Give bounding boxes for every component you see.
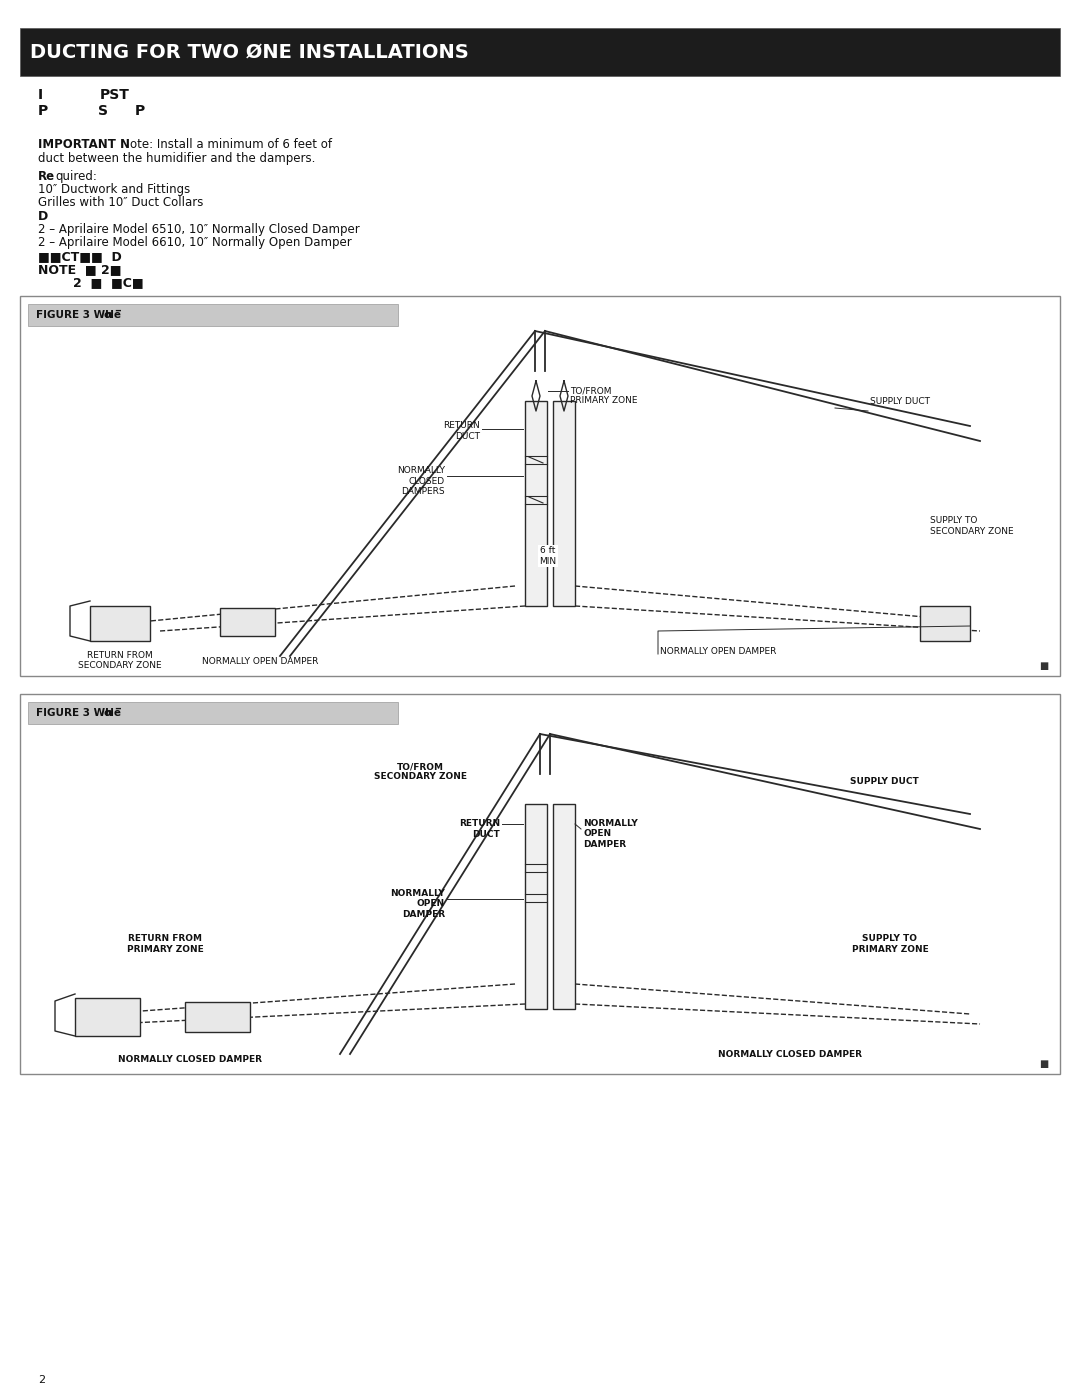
Text: NORMALLY CLOSED DAMPER: NORMALLY CLOSED DAMPER (118, 1055, 262, 1065)
Bar (21, 296, 1059, 676)
Text: SUPPLY TO
PRIMARY ZONE: SUPPLY TO PRIMARY ZONE (852, 935, 929, 954)
Text: ote: Install a minimum of 6 feet of: ote: Install a minimum of 6 feet of (130, 138, 332, 151)
Text: ■■CT■■  D: ■■CT■■ D (38, 250, 122, 263)
Text: SUPPLY DUCT: SUPPLY DUCT (850, 778, 919, 787)
Text: RETURN FROM
PRIMARY ZONE: RETURN FROM PRIMARY ZONE (126, 935, 203, 954)
Text: 2  ■  ■C■: 2 ■ ■C■ (38, 277, 144, 289)
Bar (525, 805, 546, 1009)
Text: NORMALLY
OPEN
DAMPER: NORMALLY OPEN DAMPER (583, 819, 638, 849)
Text: S: S (98, 103, 108, 117)
Text: ole̅̅̅̅̅̅̅̅̅̅̅: ole̅̅̅̅̅̅̅̅̅̅̅ (104, 310, 122, 320)
Text: PST: PST (100, 88, 130, 102)
Text: TO/FROM
PRIMARY ZONE: TO/FROM PRIMARY ZONE (570, 386, 637, 405)
Text: 2 – Aprilaire Model 6610, 10″ Normally Open Damper: 2 – Aprilaire Model 6610, 10″ Normally O… (38, 236, 352, 249)
Text: TO/FROM
SECONDARY ZONE: TO/FROM SECONDARY ZONE (374, 761, 467, 781)
Text: FIGURE 3 Wh: FIGURE 3 Wh (36, 310, 112, 320)
Text: RETURN FROM
SECONDARY ZONE: RETURN FROM SECONDARY ZONE (78, 651, 162, 671)
Text: 2: 2 (38, 1375, 45, 1384)
Text: NORMALLY
CLOSED
DAMPERS: NORMALLY CLOSED DAMPERS (397, 467, 445, 496)
Text: FIGURE 3 Wh: FIGURE 3 Wh (36, 708, 112, 718)
Bar (220, 608, 275, 636)
Bar (525, 401, 546, 606)
Bar (28, 305, 399, 326)
Bar (21, 694, 1059, 1074)
Bar (553, 805, 575, 1009)
Text: RETURN
DUCT: RETURN DUCT (459, 819, 500, 838)
Text: RETURN
DUCT: RETURN DUCT (443, 422, 480, 440)
Text: Grilles with 10″ Duct Collars: Grilles with 10″ Duct Collars (38, 196, 203, 210)
Bar (75, 997, 140, 1037)
Text: ■: ■ (1039, 1059, 1048, 1069)
Text: NORMALLY
OPEN
DAMPER: NORMALLY OPEN DAMPER (390, 888, 445, 919)
Text: NORMALLY OPEN DAMPER: NORMALLY OPEN DAMPER (202, 657, 319, 666)
Text: NORMALLY OPEN DAMPER: NORMALLY OPEN DAMPER (660, 647, 777, 657)
Text: duct between the humidifier and the dampers.: duct between the humidifier and the damp… (38, 152, 315, 165)
Text: NOTE  ■ 2■: NOTE ■ 2■ (38, 263, 121, 277)
Bar (28, 703, 399, 724)
Bar (90, 606, 150, 641)
Text: 10″ Ductwork and Fittings: 10″ Ductwork and Fittings (38, 183, 190, 196)
Text: DUCTING FOR TWO ØNE INSTALLATIONS: DUCTING FOR TWO ØNE INSTALLATIONS (30, 42, 469, 61)
Text: 6 ft
MIN: 6 ft MIN (539, 546, 556, 566)
Bar (185, 1002, 249, 1032)
Text: ■: ■ (1039, 661, 1048, 671)
Bar (920, 606, 970, 641)
Text: 2 – Aprilaire Model 6510, 10″ Normally Closed Damper: 2 – Aprilaire Model 6510, 10″ Normally C… (38, 224, 360, 236)
Text: P: P (135, 103, 145, 117)
Text: quired:: quired: (55, 170, 97, 183)
Text: SUPPLY TO
SECONDARY ZONE: SUPPLY TO SECONDARY ZONE (930, 517, 1014, 535)
Text: P: P (38, 103, 49, 117)
Text: ole̅̅̅̅̅̅̅̅̅̅̅: ole̅̅̅̅̅̅̅̅̅̅̅ (104, 708, 122, 718)
Bar (553, 401, 575, 606)
Text: I: I (38, 88, 43, 102)
Bar (21, 28, 1059, 75)
Text: SUPPLY DUCT: SUPPLY DUCT (870, 397, 930, 405)
Text: NORMALLY CLOSED DAMPER: NORMALLY CLOSED DAMPER (718, 1051, 862, 1059)
Text: Re: Re (38, 170, 55, 183)
Text: D: D (38, 210, 49, 224)
Text: IMPORTANT N: IMPORTANT N (38, 138, 130, 151)
